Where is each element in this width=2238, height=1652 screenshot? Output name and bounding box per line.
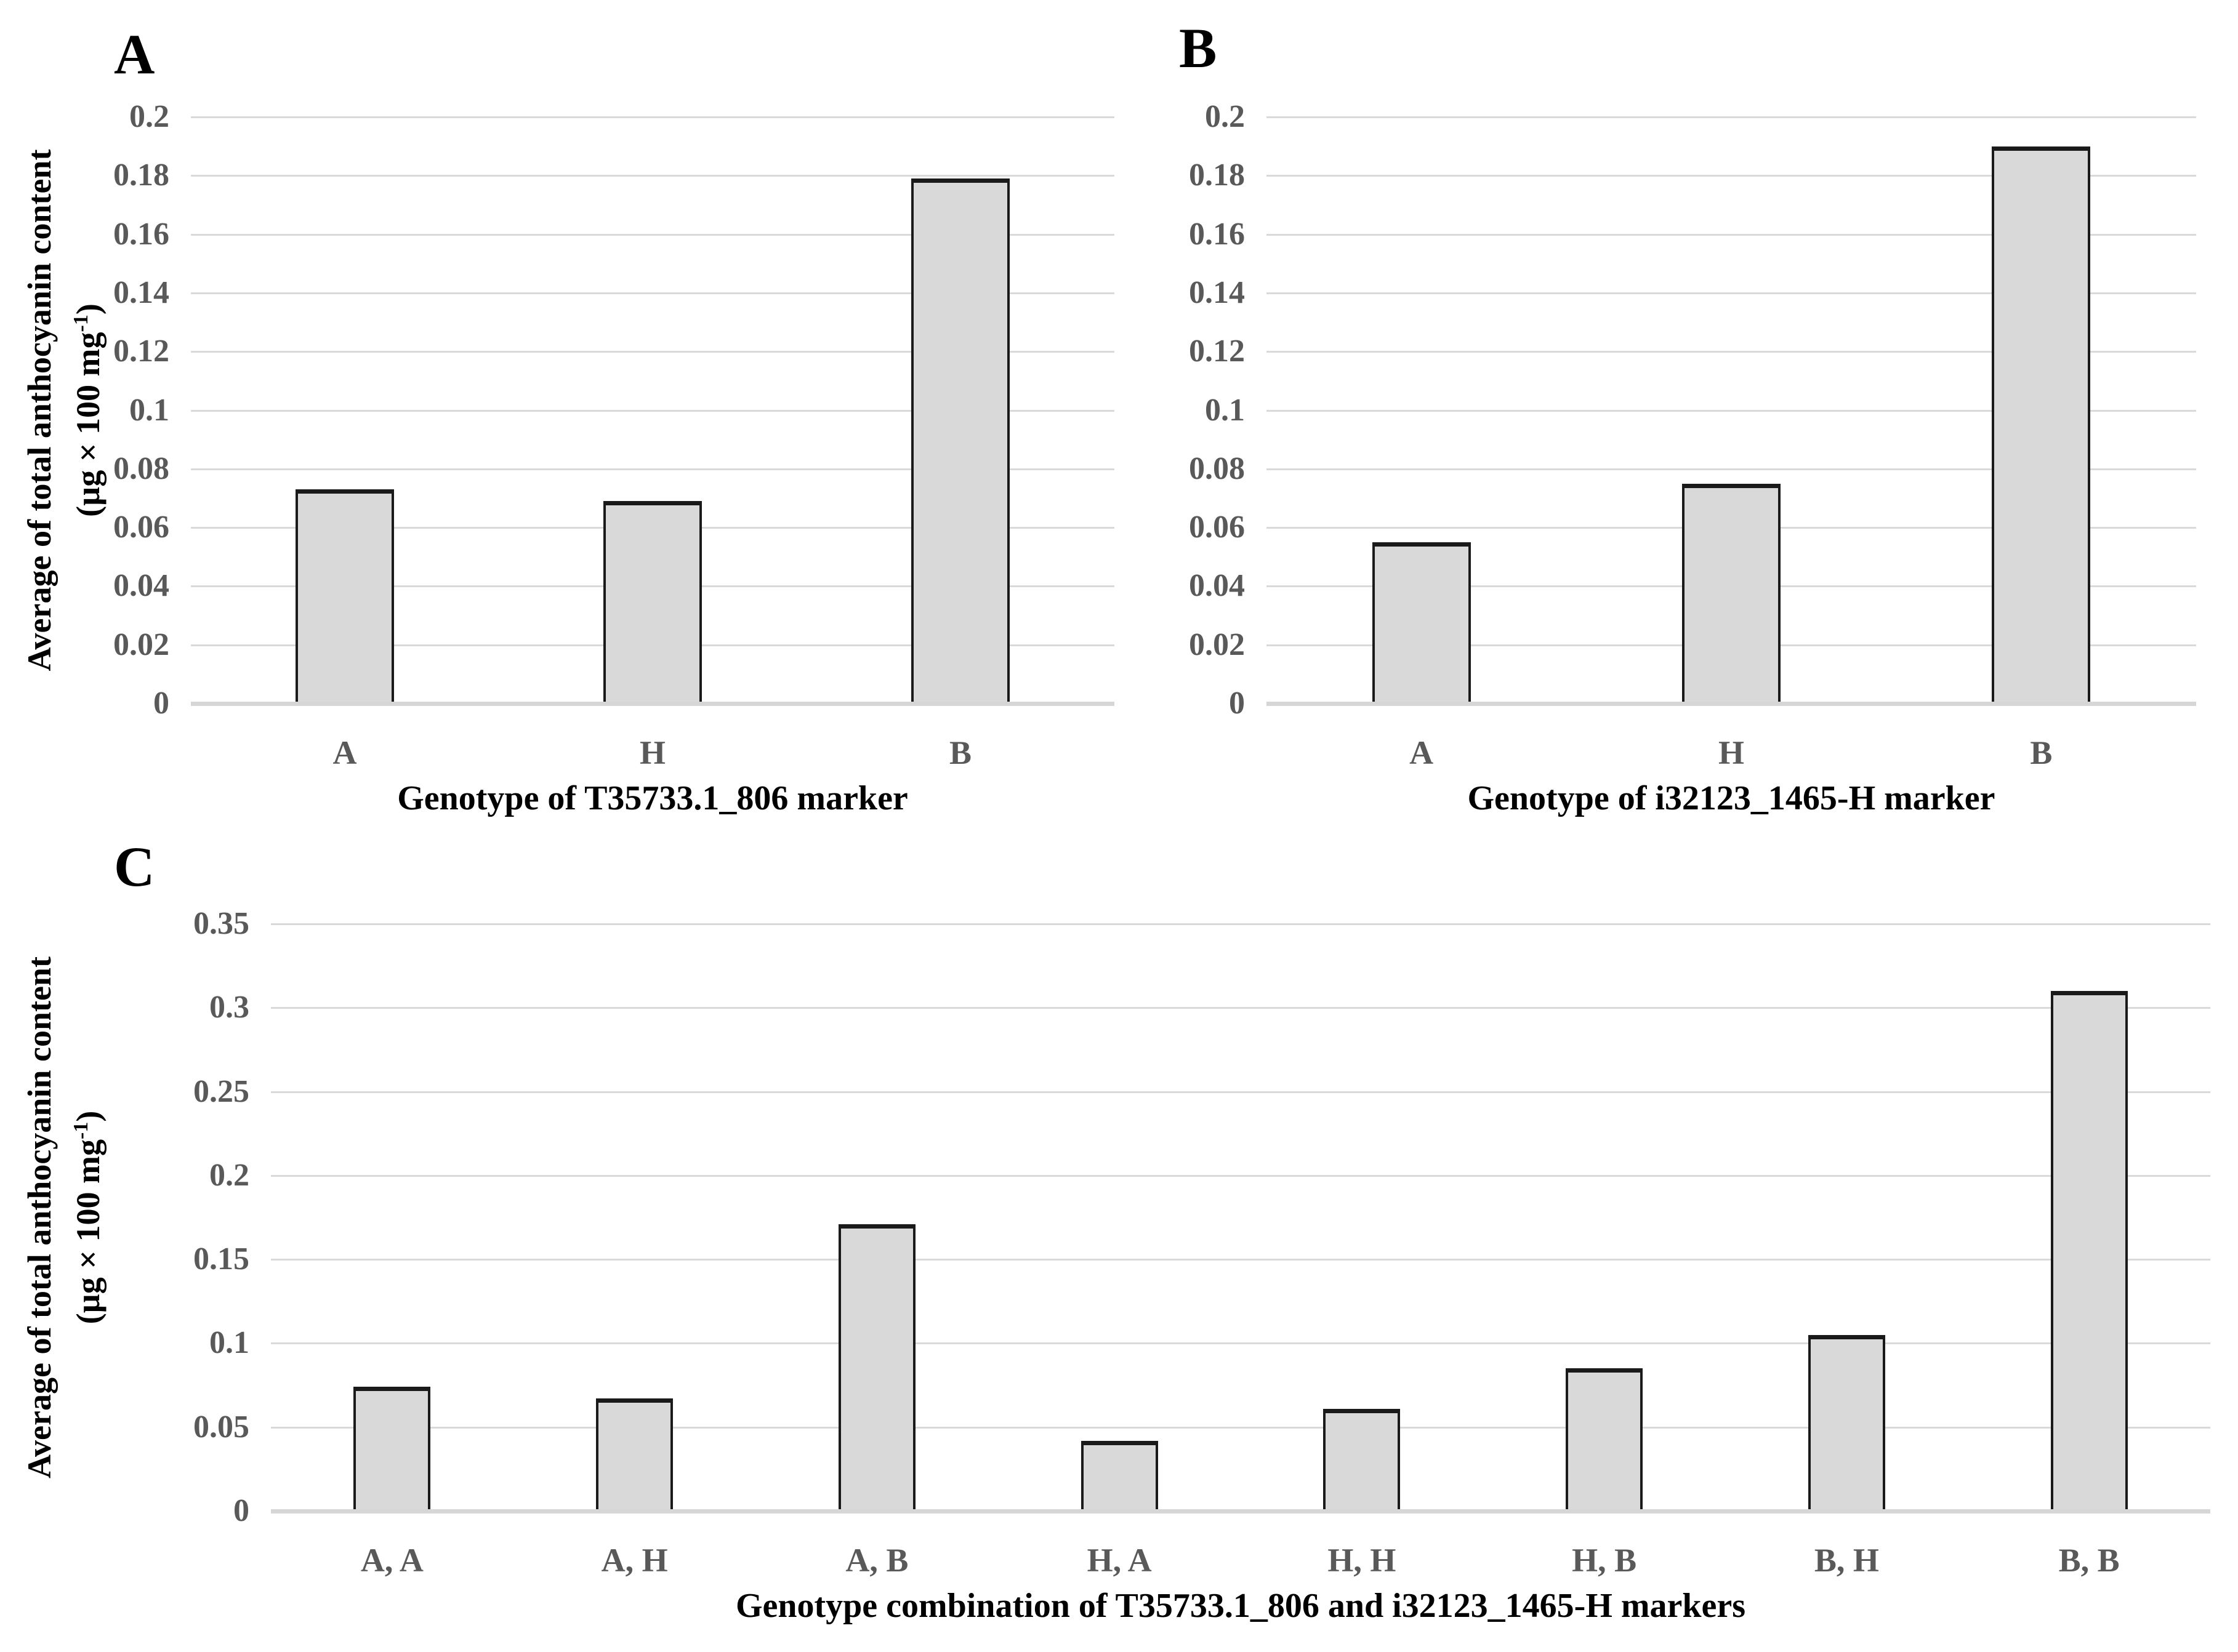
y-tick-label: 0.16 <box>1189 216 1245 252</box>
y-tick-label: 0 <box>233 1493 249 1528</box>
gridline <box>1266 116 2196 118</box>
x-axis-line <box>271 1509 2210 1514</box>
y-tick-label: 0.16 <box>113 216 169 252</box>
bar-bh <box>1808 1335 1885 1511</box>
x-category-label: A, H <box>601 1542 668 1579</box>
y-tick-label: 0.18 <box>113 158 169 193</box>
x-category-label: H, A <box>1087 1542 1152 1579</box>
y-tick-label: 0.18 <box>1189 158 1245 193</box>
y-tick-label: 0.12 <box>1189 334 1245 369</box>
x-category-label: A, A <box>360 1542 424 1579</box>
panel-a: A Average of total anthocyanin content (… <box>0 0 1119 826</box>
x-category-label: H, B <box>1572 1542 1637 1579</box>
gridline <box>1266 468 2196 470</box>
y-axis-ticks: 0.2 0.18 0.16 0.14 0.12 0.1 0.08 0.06 0.04 0.02 0 <box>1119 0 1245 826</box>
x-axis-line <box>1266 702 2196 706</box>
bar-aa <box>353 1387 431 1511</box>
y-tick-label: 0.15 <box>193 1241 249 1277</box>
y-tick-label: 0.04 <box>1189 568 1245 604</box>
gridline <box>271 1091 2210 1093</box>
gridline <box>271 1342 2210 1345</box>
y-tick-label: 0.12 <box>113 334 169 369</box>
panel-label-c: C <box>114 835 155 898</box>
x-category-label: A <box>332 734 357 771</box>
y-tick-label: 0.06 <box>113 510 169 545</box>
y-tick-label: 0.08 <box>1189 451 1245 486</box>
panel-label-b: B <box>1179 17 1217 79</box>
y-tick-label: 0.1 <box>1205 392 1245 428</box>
x-category-label: B <box>2030 734 2053 771</box>
x-category-label: A, B <box>845 1542 909 1579</box>
y-tick-label: 0.2 <box>129 99 169 134</box>
y-tick-label: 0.08 <box>113 451 169 486</box>
y-tick-label: 0.02 <box>113 627 169 662</box>
gridline <box>191 409 1114 412</box>
y-axis-ticks: 0.35 0.3 0.25 0.2 0.15 0.1 0.05 0 <box>0 826 249 1652</box>
y-tick-label: 0.1 <box>209 1325 249 1361</box>
y-tick-label: 0.04 <box>113 568 169 604</box>
x-category-label: A <box>1409 734 1434 771</box>
y-tick-label: 0 <box>1229 686 1245 721</box>
bar-b <box>911 178 1010 704</box>
y-tick-label: 0.1 <box>129 392 169 428</box>
gridline <box>191 468 1114 470</box>
bar-b <box>1992 146 2091 704</box>
x-axis-title: Genotype of T35733.1_806 marker <box>397 779 908 817</box>
gridline <box>191 351 1114 353</box>
x-category-label: H, H <box>1327 1542 1396 1579</box>
panel-c: C Average of total anthocyanin content (… <box>0 826 2238 1652</box>
bar-h <box>1682 484 1781 704</box>
y-tick-label: 0.25 <box>193 1073 249 1109</box>
y-tick-label: 0.14 <box>1189 275 1245 310</box>
gridline <box>271 1174 2210 1177</box>
y-tick-label: 0.05 <box>193 1409 249 1445</box>
y-tick-label: 0.3 <box>209 990 249 1025</box>
gridline <box>191 233 1114 236</box>
gridline <box>1266 351 2196 353</box>
x-category-label: B, H <box>1814 1542 1879 1579</box>
y-tick-label: 0 <box>153 686 169 721</box>
y-axis-ticks: 0.2 0.18 0.16 0.14 0.12 0.1 0.08 0.06 0.04 0.02 0 <box>0 0 169 826</box>
x-axis-line <box>191 702 1114 706</box>
bar-hb <box>1566 1368 1643 1511</box>
gridline <box>1266 409 2196 412</box>
plot-area <box>191 116 1114 706</box>
gridline <box>191 292 1114 294</box>
x-category-label: B <box>949 734 972 771</box>
bar-ab <box>838 1224 916 1511</box>
y-tick-label: 0.35 <box>193 906 249 941</box>
gridline <box>271 923 2210 925</box>
bar-h <box>603 501 702 704</box>
x-axis-title: Genotype combination of T35733.1_806 and… <box>735 1587 1746 1625</box>
gridline <box>1266 233 2196 236</box>
gridline <box>191 116 1114 118</box>
panel-label-a: A <box>114 23 155 86</box>
bar-ha <box>1081 1441 1158 1511</box>
gridline <box>1266 292 2196 294</box>
y-tick-label: 0.14 <box>113 275 169 310</box>
plot-area <box>1266 116 2196 706</box>
y-tick-label: 0.2 <box>209 1157 249 1193</box>
x-category-label: H <box>639 734 666 771</box>
x-category-label: H <box>1718 734 1744 771</box>
y-tick-label: 0.2 <box>1205 99 1245 134</box>
y-tick-label: 0.02 <box>1189 627 1245 662</box>
y-tick-label: 0.06 <box>1189 510 1245 545</box>
gridline <box>271 1426 2210 1429</box>
plot-area <box>271 923 2210 1514</box>
bar-a <box>1372 542 1471 704</box>
bar-ah <box>596 1398 674 1511</box>
x-axis-title: Genotype of i32123_1465-H marker <box>1467 779 1995 817</box>
bar-hh <box>1323 1409 1401 1511</box>
panel-b: B 0.2 0.18 0.16 0.14 0.12 0.1 0.08 0.06 0.04 0.02… <box>1119 0 2238 826</box>
x-category-label: B, B <box>2058 1542 2120 1579</box>
gridline <box>191 175 1114 177</box>
gridline <box>271 1007 2210 1009</box>
gridline <box>271 1259 2210 1261</box>
bar-a <box>296 489 394 704</box>
gridline <box>1266 175 2196 177</box>
bar-bb <box>2050 991 2128 1511</box>
